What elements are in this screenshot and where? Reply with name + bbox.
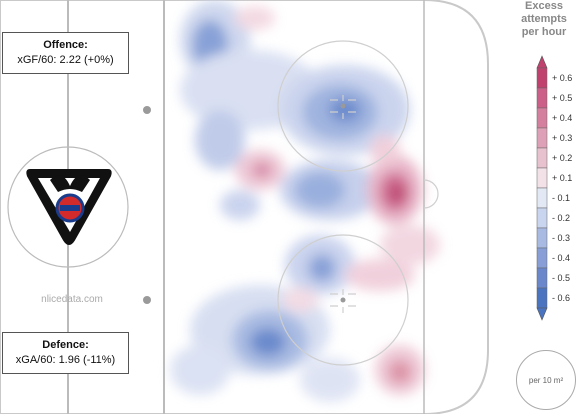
per-area-badge: per 10 m² (516, 350, 576, 410)
colorbar-tick-label: - 0.2 (552, 213, 570, 223)
watermark: nlicedata.com (41, 294, 103, 305)
colorbar-tick-label: - 0.5 (552, 273, 570, 283)
colorbar-segment (536, 247, 548, 269)
colorbar-tick-label: - 0.1 (552, 193, 570, 203)
offence-value: xGF/60: 2.22 (+0%) (17, 54, 114, 66)
colorbar-bottom-arrow (536, 307, 548, 321)
colorbar-tick-label: + 0.3 (552, 133, 572, 143)
team-logo (26, 169, 112, 245)
legend-title-line: per hour (521, 26, 567, 38)
colorbar-segment (536, 167, 548, 189)
legend-title-line: Excess (525, 0, 563, 12)
colorbar-segment (536, 107, 548, 129)
defence-title: Defence: (42, 339, 89, 351)
offence-title: Offence: (43, 39, 88, 51)
colorbar-tick-label: + 0.5 (552, 93, 572, 103)
faceoff-dot (340, 103, 346, 109)
defence-box: Defence: xGA/60: 1.96 (-11%) (2, 332, 129, 374)
colorbar-segment (536, 87, 548, 109)
colorbar-tick-label: - 0.4 (552, 253, 570, 263)
heat-layer (170, 0, 440, 402)
legend-title-line: attempts (521, 13, 567, 25)
colorbar-segment (536, 207, 548, 229)
colorbar-tick-label: + 0.2 (552, 153, 572, 163)
defence-value: xGA/60: 1.96 (-11%) (15, 354, 116, 366)
colorbar-segment (536, 287, 548, 309)
colorbar-tick-label: + 0.4 (552, 113, 572, 123)
colorbar-segment (536, 67, 548, 89)
colorbar-segment (536, 267, 548, 289)
colorbar-segment (536, 147, 548, 169)
colorbar: + 0.6 + 0.5 + 0.4 + 0.3 + 0.2 + 0.1 - 0.1 - 0.2… (536, 55, 572, 321)
colorbar-segment (536, 227, 548, 249)
colorbar-tick-label: - 0.6 (552, 293, 570, 303)
legend-title: Excess attempts per hour (506, 0, 582, 39)
colorbar-tick-label: + 0.6 (552, 73, 572, 83)
faceoff-dot (143, 106, 151, 114)
colorbar-tick-label: - 0.3 (552, 233, 570, 243)
colorbar-tick-label: + 0.1 (552, 173, 572, 183)
colorbar-top-arrow (536, 55, 548, 69)
colorbar-segment (536, 187, 548, 209)
faceoff-dot (340, 297, 346, 303)
faceoff-dot (143, 296, 151, 304)
offence-box: Offence: xGF/60: 2.22 (+0%) (2, 32, 129, 74)
colorbar-segment (536, 127, 548, 149)
